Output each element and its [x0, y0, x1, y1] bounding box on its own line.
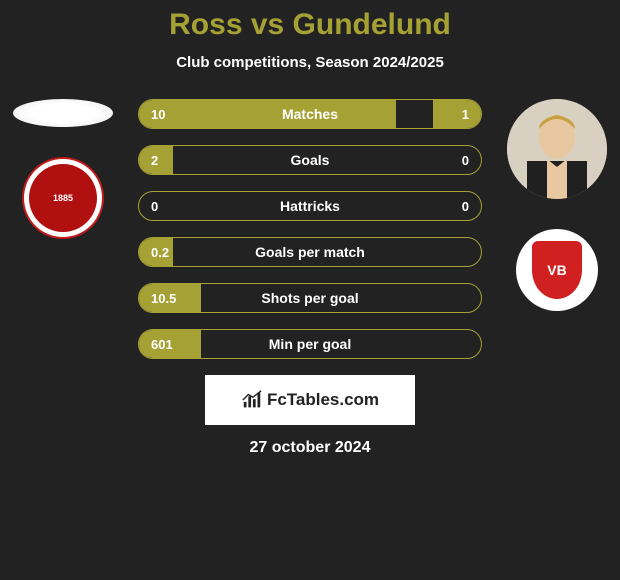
brand-logo[interactable]: FcTables.com — [205, 375, 415, 425]
bar-hattricks: 0 Hattricks 0 — [138, 191, 482, 221]
club-logo-right: VB — [516, 229, 598, 311]
bar-label: Min per goal — [269, 336, 351, 352]
bar-label: Hattricks — [280, 198, 340, 214]
club-logo-left-inner: 1885 — [29, 164, 97, 232]
bar-value-left: 10 — [151, 107, 165, 122]
bar-value-left: 601 — [151, 337, 173, 352]
bar-value-left: 0 — [151, 199, 158, 214]
page-subtitle: Club competitions, Season 2024/2025 — [176, 54, 444, 71]
bar-value-right: 1 — [462, 107, 469, 122]
bar-value-left: 0.2 — [151, 245, 169, 260]
bar-fill-right — [433, 100, 481, 128]
bar-fill-left — [139, 100, 396, 128]
bar-label: Shots per goal — [261, 290, 358, 306]
bar-value-right: 0 — [462, 199, 469, 214]
player-photo-icon — [507, 99, 607, 199]
bar-label: Matches — [282, 106, 338, 122]
bar-value-left: 2 — [151, 153, 158, 168]
date-text: 27 october 2024 — [250, 439, 371, 457]
stat-bars: 10 Matches 1 2 Goals 0 0 Hattricks 0 — [130, 99, 490, 359]
player-avatar-left — [13, 99, 113, 127]
bar-value-right: 0 — [462, 153, 469, 168]
club-logo-right-shield: VB — [532, 241, 582, 299]
player-avatar-right — [507, 99, 607, 199]
left-side: 1885 — [8, 99, 118, 359]
bar-value-left: 10.5 — [151, 291, 176, 306]
bar-label: Goals per match — [255, 244, 365, 260]
club-right-text: VB — [547, 262, 566, 278]
right-side: VB — [502, 99, 612, 359]
bar-min-per-goal: 601 Min per goal — [138, 329, 482, 359]
club-logo-left: 1885 — [22, 157, 104, 239]
club-left-year: 1885 — [53, 193, 73, 203]
chart-icon — [241, 389, 263, 411]
bar-label: Goals — [291, 152, 330, 168]
brand-text: FcTables.com — [267, 390, 379, 410]
page-title: Ross vs Gundelund — [169, 8, 451, 42]
bar-goals: 2 Goals 0 — [138, 145, 482, 175]
bar-goals-per-match: 0.2 Goals per match — [138, 237, 482, 267]
bar-shots-per-goal: 10.5 Shots per goal — [138, 283, 482, 313]
bar-matches: 10 Matches 1 — [138, 99, 482, 129]
comparison-area: 1885 10 Matches 1 2 Goals 0 — [0, 99, 620, 359]
